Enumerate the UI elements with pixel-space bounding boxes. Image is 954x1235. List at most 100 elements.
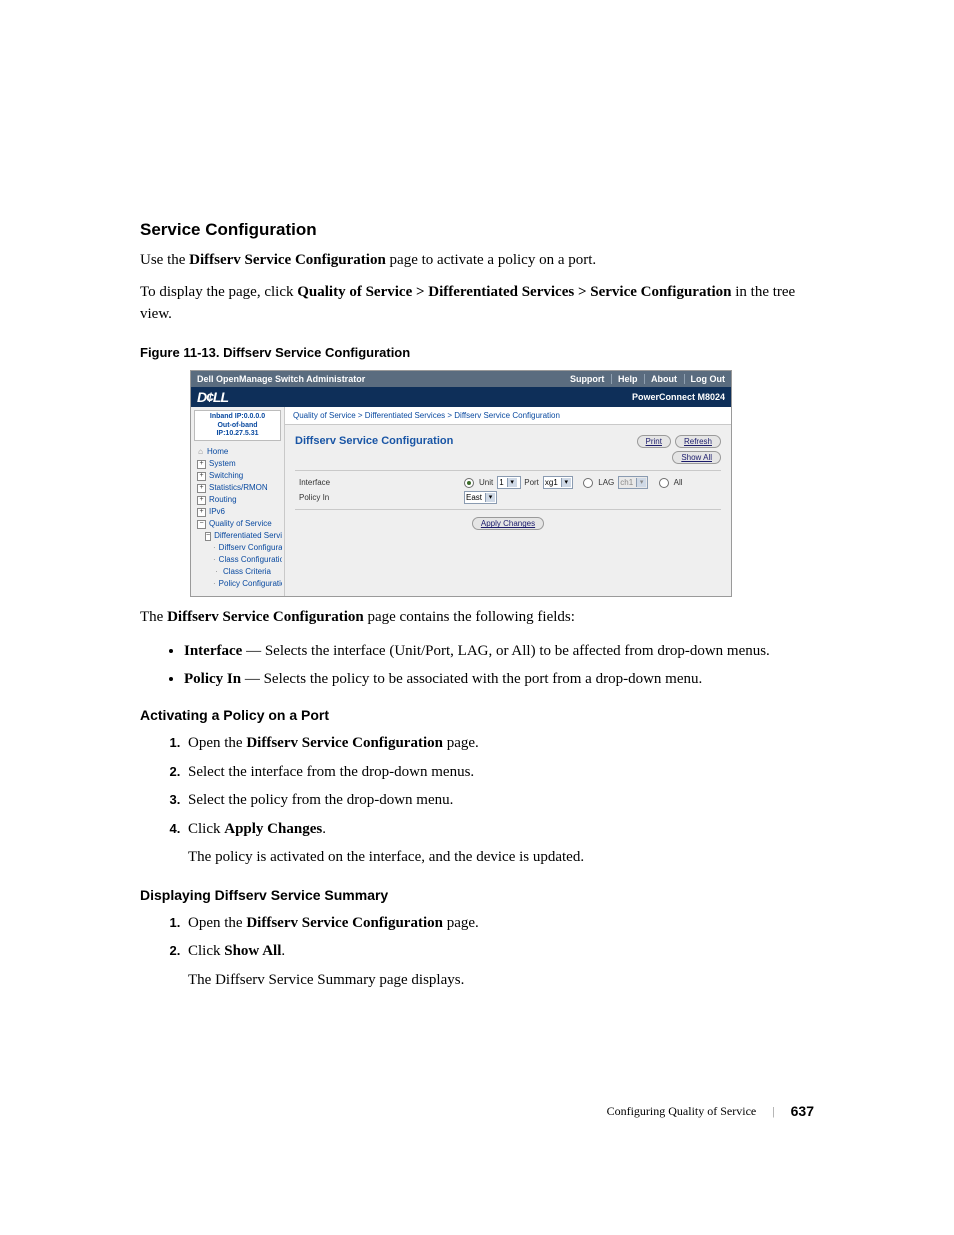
home-icon: ⌂ [197,446,204,458]
interface-label: Interface [299,478,464,487]
tree-node[interactable]: −Differentiated Services [193,530,282,542]
expand-icon[interactable]: + [197,484,206,493]
chevron-down-icon: ▾ [485,493,495,502]
print-button[interactable]: Print [637,435,671,448]
port-select[interactable]: xg1▾ [543,476,573,489]
interface-row: Interface Unit 1▾ Port xg1▾ LAG ch1▾ [295,475,721,490]
intro-paragraph-1: Use the Diffserv Service Configuration p… [140,250,814,272]
step: Open the Diffserv Service Configuration … [184,911,814,937]
port-value: xg1 [545,478,558,487]
list-item: Policy In — Selects the policy to be ass… [184,667,814,691]
leaf-icon: · [213,578,216,590]
lag-select[interactable]: ch1▾ [618,476,648,489]
chevron-down-icon: ▾ [507,478,517,487]
unit-label: Unit [479,478,493,487]
radio-unit[interactable] [464,478,474,488]
page-footer: Configuring Quality of Service | 637 [140,1103,814,1119]
text: Use the [140,252,189,268]
expand-icon[interactable]: + [197,508,206,517]
nav-logout[interactable]: Log Out [684,374,726,384]
leaf-icon: · [213,554,216,566]
model-label: PowerConnect M8024 [632,392,725,402]
policy-in-label: Policy In [299,493,464,502]
tree-label: Diffserv Configuration [219,542,282,554]
tree-node[interactable]: +System [193,458,282,470]
show-all-button[interactable]: Show All [672,451,721,464]
tree-label: Routing [209,494,237,506]
top-nav-links: Support Help About Log Out [566,374,725,384]
expand-icon[interactable]: + [197,460,206,469]
text-bold: Diffserv Service Configuration [246,915,443,931]
brand-bar: D¢LL PowerConnect M8024 [191,387,731,407]
refresh-button[interactable]: Refresh [675,435,721,448]
window-title: Dell OpenManage Switch Administrator [197,374,566,384]
tree-node[interactable]: +Routing [193,494,282,506]
policy-select[interactable]: East▾ [464,491,497,504]
policy-row: Policy In East▾ [295,490,721,505]
text: Open the [188,735,246,751]
tree-node[interactable]: ·Class Configuration [193,554,282,566]
step-result: The policy is activated on the interface… [188,845,814,871]
ip-outofband: Out-of-band IP:10.27.5.31 [198,422,277,439]
nav-tree: ⌂Home+System+Switching+Statistics/RMON+R… [191,444,284,596]
expand-icon[interactable]: + [197,496,206,505]
text: page. [443,915,479,931]
tree-label: System [209,458,236,470]
tree-node[interactable]: +IPv6 [193,506,282,518]
panel-title: Diffserv Service Configuration [295,435,453,447]
text-bold: Apply Changes [224,821,322,837]
expand-icon[interactable]: + [197,472,206,481]
step: Open the Diffserv Service Configuration … [184,731,814,757]
nav-help[interactable]: Help [611,374,638,384]
chevron-down-icon: ▾ [561,478,571,487]
tree-label: IPv6 [209,506,225,518]
radio-lag[interactable] [583,478,593,488]
collapse-icon[interactable]: − [205,532,211,541]
port-label: Port [524,478,539,487]
leaf-icon: · [213,542,216,554]
footer-section: Configuring Quality of Service [607,1104,757,1119]
collapse-icon[interactable]: − [197,520,206,529]
tree-label: Differentiated Services [214,530,282,542]
policy-value: East [466,493,482,502]
steps-displaying: Open the Diffserv Service Configuration … [140,911,814,994]
text-bold: Diffserv Service Configuration [167,609,364,625]
unit-select[interactable]: 1▾ [497,476,521,489]
tree-node[interactable]: +Switching [193,470,282,482]
tree-node[interactable]: ⌂Home [193,446,282,458]
unit-value: 1 [499,478,503,487]
breadcrumb: Quality of Service > Differentiated Serv… [285,407,731,425]
ip-info-box: Inband IP:0.0.0.0 Out-of-band IP:10.27.5… [194,410,281,441]
text-bold: Diffserv Service Configuration [246,735,443,751]
dell-logo: D¢LL [197,389,228,405]
text: . [322,821,326,837]
screenshot-container: Dell OpenManage Switch Administrator Sup… [190,370,732,597]
text-bold: Diffserv Service Configuration [189,252,386,268]
lag-label: LAG [598,478,614,487]
tree-label: Switching [209,470,243,482]
tree-label: Class Configuration [219,554,282,566]
text: page contains the following fields: [364,609,575,625]
tree-node[interactable]: ·Diffserv Configuration [193,542,282,554]
all-label: All [674,478,683,487]
tree-label: Home [207,446,228,458]
footer-page-number: 637 [791,1103,814,1119]
section-heading: Service Configuration [140,220,814,240]
field-desc: — Selects the policy to be associated wi… [241,671,702,687]
text: Click [188,821,224,837]
text: Open the [188,915,246,931]
tree-node[interactable]: ·Class Criteria [193,566,282,578]
step: Select the interface from the drop-down … [184,760,814,786]
tree-node[interactable]: +Statistics/RMON [193,482,282,494]
radio-all[interactable] [659,478,669,488]
text-bold: Quality of Service > Differentiated Serv… [297,284,731,300]
apply-changes-button[interactable]: Apply Changes [472,517,544,530]
tree-node[interactable]: −Quality of Service [193,518,282,530]
tree-label: Quality of Service [209,518,272,530]
step-result: The Diffserv Service Summary page displa… [188,968,814,994]
nav-about[interactable]: About [644,374,677,384]
nav-support[interactable]: Support [570,374,605,384]
list-item: Interface — Selects the interface (Unit/… [184,639,814,663]
lag-value: ch1 [620,478,633,487]
tree-node[interactable]: ·Policy Configuration [193,578,282,590]
